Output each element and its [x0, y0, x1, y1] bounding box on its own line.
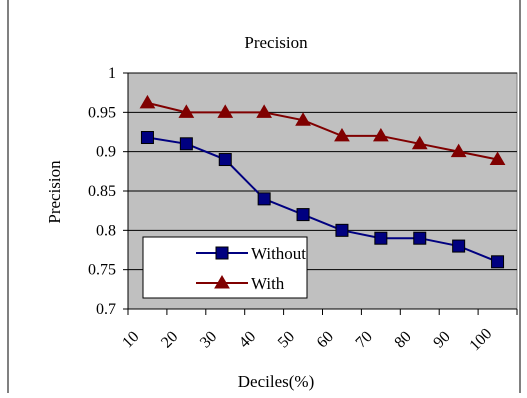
axes [127, 73, 518, 315]
y-tick-label: 0.85 [88, 183, 116, 200]
data-point-with [489, 151, 506, 166]
data-point-with [139, 94, 156, 109]
data-point-without [296, 208, 310, 222]
data-point-without [374, 231, 388, 245]
x-axis-title: Deciles(%) [238, 372, 314, 391]
data-point-without [413, 231, 427, 245]
data-point-with [450, 143, 467, 158]
data-point-without [179, 137, 193, 151]
data-point-without [452, 239, 466, 253]
legend-label-with: With [251, 274, 285, 293]
y-tick-label: 0.95 [88, 104, 116, 121]
y-tick-label: 1 [108, 65, 116, 82]
y-axis-title: Precision [45, 160, 64, 224]
legend-marker-with [214, 275, 230, 289]
legend: Without With [142, 236, 308, 299]
data-point-with [372, 127, 389, 142]
y-tick-label: 0.8 [96, 222, 116, 239]
data-point-with [178, 104, 195, 118]
series-line-with [147, 101, 498, 161]
y-tick-label: 0.75 [88, 262, 116, 279]
data-point-without [491, 255, 505, 269]
legend-item-with: With [196, 274, 285, 293]
series-without [140, 131, 505, 269]
data-point-with [295, 112, 311, 126]
series-line-without [147, 136, 498, 263]
chart-title: Precision [244, 33, 308, 52]
data-point-with [217, 104, 234, 118]
legend-label-without: Without [251, 244, 306, 263]
data-point-with [334, 127, 350, 142]
legend-marker-without [215, 246, 229, 260]
data-point-without [335, 223, 349, 237]
data-point-without [218, 153, 232, 167]
y-tick-label: 0.9 [96, 144, 116, 161]
legend-item-without: Without [196, 244, 306, 263]
data-point-without [257, 192, 271, 206]
data-point-without [140, 131, 154, 145]
data-point-with [256, 104, 273, 118]
gridlines [123, 72, 517, 310]
series-with [139, 94, 506, 166]
series-layer [139, 94, 506, 269]
y-tick-labels: 0.7 0.75 0.8 0.85 0.9 0.95 1 [88, 65, 116, 318]
data-point-with [411, 135, 428, 150]
y-tick-label: 0.7 [96, 301, 116, 318]
